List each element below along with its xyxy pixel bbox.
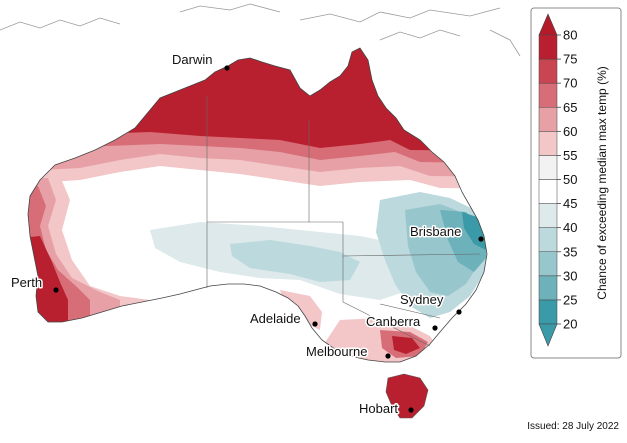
city-darwin[interactable]: Darwin xyxy=(171,51,230,71)
colorbar-band xyxy=(538,203,558,228)
colorbar-band xyxy=(538,275,558,301)
colorbar-band xyxy=(538,179,558,204)
darwin-dot xyxy=(224,65,230,71)
melbourne-label: Melbourne xyxy=(306,344,367,359)
perth-dot xyxy=(53,287,59,293)
canberra-label: Canberra xyxy=(366,314,421,329)
melbourne-dot xyxy=(385,353,391,359)
colorbar-tick-label: 55 xyxy=(563,148,577,163)
adelaide-label: Adelaide xyxy=(250,311,301,326)
colorbar-tick-labels: 20 25 30 35 40 45 50 55 60 65 70 75 80 xyxy=(557,28,577,332)
perth-label: Perth xyxy=(11,275,42,290)
colorbar-band xyxy=(538,34,558,60)
colorbar-band xyxy=(538,251,558,277)
colorbar-tick-label: 80 xyxy=(563,28,577,43)
colorbar-tick-label: 45 xyxy=(563,196,577,211)
colorbar-tick-label: 60 xyxy=(563,124,577,139)
colorbar-tick-label: 25 xyxy=(563,292,577,307)
colorbar-tick-label: 40 xyxy=(563,220,577,235)
colorbar-cap-low xyxy=(538,323,558,347)
hobart-label: Hobart xyxy=(359,401,398,416)
brisbane-dot xyxy=(478,236,484,242)
colorbar-tick-label: 50 xyxy=(563,172,577,187)
colorbar-band xyxy=(538,82,558,108)
colorbar-bands xyxy=(538,34,558,325)
tasmania xyxy=(385,373,429,419)
colorbar-tick-label: 30 xyxy=(563,268,577,283)
hobart-dot xyxy=(408,407,414,413)
colorbar-tick-label: 70 xyxy=(563,76,577,91)
colorbar-tick-label: 65 xyxy=(563,100,577,115)
issued-date: Issued: 28 July 2022 xyxy=(527,421,619,432)
colorbar-tick-label: 20 xyxy=(563,317,577,332)
city-sydney[interactable]: Sydney xyxy=(399,291,462,315)
sydney-label: Sydney xyxy=(400,292,444,307)
colorbar-title: Chance of exceeding median max temp (%) xyxy=(595,66,609,299)
colorbar-band xyxy=(538,107,558,132)
city-hobart[interactable]: Hobart xyxy=(358,400,414,418)
city-perth[interactable]: Perth xyxy=(10,274,59,293)
colorbar-band xyxy=(538,155,558,180)
brisbane-label: Brisbane xyxy=(410,224,461,239)
state-borders xyxy=(206,96,481,347)
city-adelaide[interactable]: Adelaide xyxy=(249,310,318,328)
sydney-dot xyxy=(456,309,462,315)
city-melbourne[interactable]: Melbourne xyxy=(305,343,391,361)
city-markers: Darwin Brisbane Perth Sydney Adelaide Ca… xyxy=(10,51,484,418)
colorbar-tick-label: 75 xyxy=(563,52,577,67)
neighbouring-coastlines xyxy=(0,3,521,57)
colorbar-legend: 20 25 30 35 40 45 50 55 60 65 70 75 80 Chance of exc… xyxy=(530,7,622,359)
colorbar-band xyxy=(538,131,558,156)
city-canberra[interactable]: Canberra xyxy=(365,313,438,331)
city-brisbane[interactable]: Brisbane xyxy=(409,223,484,242)
darwin-label: Darwin xyxy=(172,52,212,67)
colorbar-band xyxy=(538,299,558,325)
colorbar-band xyxy=(538,227,558,253)
canberra-dot xyxy=(432,325,438,331)
colorbar-tick-label: 35 xyxy=(563,244,577,259)
colorbar-band xyxy=(538,58,558,84)
adelaide-dot xyxy=(312,321,318,327)
